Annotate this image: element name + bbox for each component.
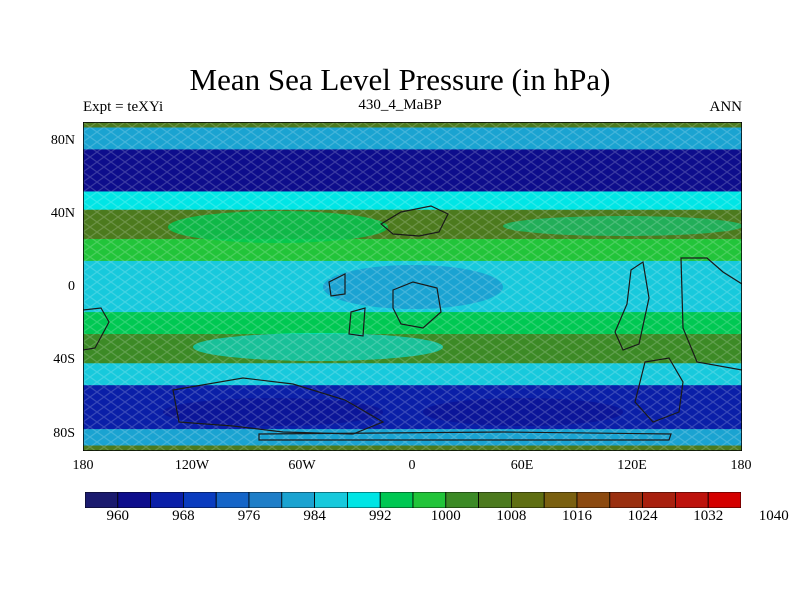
colorbar-box xyxy=(281,492,316,508)
coastline-south-polar-continent xyxy=(172,377,385,435)
lon-label-120w: 120W xyxy=(174,458,210,473)
colorbar-box xyxy=(117,492,151,508)
colorbar-box xyxy=(675,492,709,508)
colorbar-label-960: 960 xyxy=(106,508,130,524)
period-label: ANN xyxy=(709,99,743,115)
colorbar-label-1016: 1016 xyxy=(562,508,592,524)
colorbar-label-968: 968 xyxy=(172,508,195,524)
colorbar-label-984: 984 xyxy=(303,508,326,524)
coastline-southeast-continent xyxy=(634,357,684,423)
colorbar-box xyxy=(707,492,741,508)
colorbar-label-1040: 1040 xyxy=(758,508,789,524)
contour-hatching xyxy=(83,122,742,451)
colorbar-box xyxy=(379,492,414,508)
colorbar-box xyxy=(642,492,676,508)
lon-label-180w: 180 xyxy=(72,458,94,473)
colorbar-box xyxy=(215,492,250,508)
coastlines xyxy=(83,205,742,441)
coastline-east-continent xyxy=(614,260,650,351)
colorbar-box xyxy=(543,492,578,508)
colorbar-box xyxy=(412,492,447,508)
lat-label-eq: 0 xyxy=(68,279,75,294)
colorbar-box xyxy=(183,492,217,508)
colorbar xyxy=(85,492,741,508)
colorbar-box xyxy=(346,492,381,508)
coastline-west-edge xyxy=(83,307,110,351)
coastline-far-east-continent xyxy=(680,257,742,371)
experiment-label: Expt = teXYi xyxy=(83,99,164,115)
pressure-map xyxy=(83,122,742,451)
coastline-west-islands xyxy=(328,273,366,337)
colorbar-box xyxy=(576,492,611,508)
lon-label-60w: 60W xyxy=(288,458,316,473)
lat-label-80n: 80N xyxy=(50,133,75,148)
coastline-central-continent xyxy=(392,281,442,329)
colorbar-label-1024: 1024 xyxy=(627,508,658,524)
colorbar-label-1032: 1032 xyxy=(693,508,724,524)
colorbar-box xyxy=(445,492,479,508)
lon-label-120e: 120E xyxy=(617,458,647,473)
colorbar-box xyxy=(510,492,545,508)
run-label: 430_4_MaBP xyxy=(358,97,442,113)
colorbar-box xyxy=(609,492,643,508)
lon-label-180e: 180 xyxy=(730,458,752,473)
colorbar-box xyxy=(478,492,512,508)
colorbar-box xyxy=(248,492,283,508)
lat-label-40n: 40N xyxy=(50,206,75,221)
colorbar-label-1000: 1000 xyxy=(430,508,461,524)
colorbar-box xyxy=(150,492,184,508)
colorbar-box xyxy=(85,492,119,508)
colorbar-label-1008: 1008 xyxy=(496,508,527,524)
lon-label-0: 0 xyxy=(408,458,416,473)
colorbar-box xyxy=(314,492,348,508)
lat-label-40s: 40S xyxy=(53,352,75,367)
colorbar-label-992: 992 xyxy=(368,508,392,524)
coastline-southern-strip xyxy=(258,431,672,441)
colorbar-label-976: 976 xyxy=(237,508,261,524)
lon-label-60e: 60E xyxy=(510,458,534,473)
map-title: Mean Sea Level Pressure (in hPa) xyxy=(189,62,611,97)
coastline-north-continent xyxy=(379,205,449,237)
lat-label-80s: 80S xyxy=(53,426,75,441)
